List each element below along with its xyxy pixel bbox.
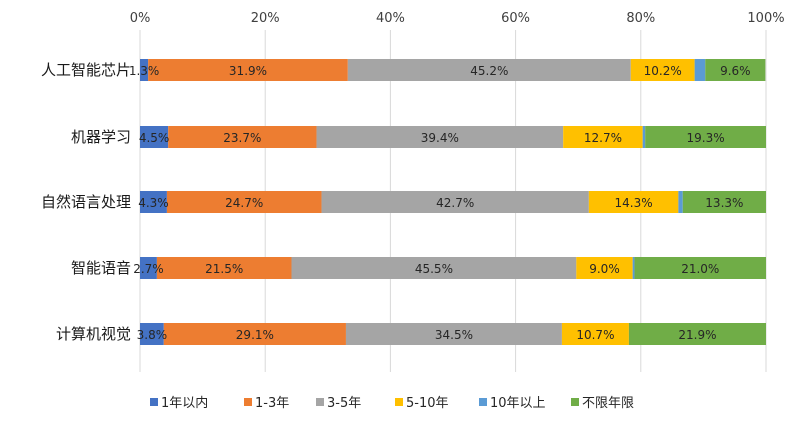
bar-segment [682, 191, 766, 213]
bar-segment [163, 323, 346, 345]
bar-segment [347, 59, 631, 81]
bar-segment [156, 257, 292, 279]
legend-swatch [395, 398, 403, 406]
bar-segment [140, 323, 164, 345]
data-label: 4.5% [139, 131, 170, 145]
data-label: 19.3% [687, 131, 725, 145]
legend-label: 1-3年 [255, 396, 289, 411]
bar-segment [630, 59, 695, 81]
x-axis-ticks: 0% 20% 40% 60% 80% 100% [130, 11, 785, 26]
data-label: 13.3% [705, 196, 743, 210]
bar-segment [678, 191, 683, 213]
bar-segment [705, 59, 766, 81]
bar-segment [345, 323, 562, 345]
data-label: 34.5% [435, 328, 473, 342]
bar-segment [694, 59, 706, 81]
category-label: 计算机视觉 [56, 325, 131, 343]
bar-segment [321, 191, 589, 213]
bar-segment [634, 257, 766, 279]
bar-segment [166, 191, 322, 213]
bar-segment [561, 323, 629, 345]
bar-segment [563, 126, 643, 148]
data-label: 4.3% [138, 196, 169, 210]
bar-segment [140, 191, 167, 213]
data-label: 9.6% [720, 64, 751, 78]
category-label: 机器学习 [71, 128, 131, 146]
data-label: 21.9% [678, 328, 716, 342]
legend-swatch [316, 398, 324, 406]
data-label: 14.3% [615, 196, 653, 210]
data-label: 10.7% [576, 328, 614, 342]
data-label: 9.0% [589, 262, 620, 276]
x-tick-label: 0% [130, 11, 151, 26]
bar-segment [291, 257, 577, 279]
legend-swatch [479, 398, 487, 406]
x-tick-label: 80% [626, 11, 655, 26]
legend-swatch [244, 398, 252, 406]
category-label: 智能语音 [71, 259, 131, 277]
bar-segment [645, 126, 766, 148]
bar-segment [628, 323, 766, 345]
legend-swatch [150, 398, 158, 406]
data-label: 29.1% [236, 328, 274, 342]
x-tick-label: 20% [251, 11, 280, 26]
x-tick-label: 60% [501, 11, 530, 26]
data-label: 12.7% [584, 131, 622, 145]
data-label: 45.5% [415, 262, 453, 276]
bar-segment [642, 126, 646, 148]
bar-segment [140, 59, 149, 81]
bar-segment [632, 257, 635, 279]
data-label: 21.0% [681, 262, 719, 276]
data-label: 31.9% [229, 64, 267, 78]
bar-segment [168, 126, 317, 148]
legend-label: 1年以内 [161, 395, 208, 411]
bar-segment [140, 257, 157, 279]
data-label: 39.4% [421, 131, 459, 145]
bar-segment [588, 191, 679, 213]
bar-segment [148, 59, 348, 81]
data-label: 23.7% [223, 131, 261, 145]
legend: 1年以内 1-3年 3-5年 5-10年 10年以上 不限年限 [150, 395, 634, 411]
legend-label: 3-5年 [327, 396, 361, 411]
data-label: 2.7% [133, 262, 164, 276]
data-labels: 1.3% 31.9% 45.2% 10.2% 9.6% 4.5% 23.7% 39.4% 12.… [129, 64, 751, 342]
bar-segment [140, 126, 169, 148]
legend-swatch [571, 398, 579, 406]
category-label: 自然语言处理 [41, 193, 131, 211]
bar-segment [316, 126, 564, 148]
data-label: 1.3% [129, 64, 160, 78]
data-label: 3.8% [137, 328, 168, 342]
legend-label: 10年以上 [490, 396, 546, 411]
legend-label: 5-10年 [406, 396, 449, 411]
category-label: 人工智能芯片 [41, 61, 131, 79]
data-label: 10.2% [644, 64, 682, 78]
x-tick-label: 40% [376, 11, 405, 26]
data-label: 42.7% [436, 196, 474, 210]
data-label: 21.5% [205, 262, 243, 276]
data-label: 24.7% [225, 196, 263, 210]
bar-segments [140, 59, 766, 345]
bar-segment [576, 257, 633, 279]
legend-label: 不限年限 [582, 396, 634, 411]
data-label: 45.2% [470, 64, 508, 78]
x-tick-label: 100% [747, 11, 784, 26]
